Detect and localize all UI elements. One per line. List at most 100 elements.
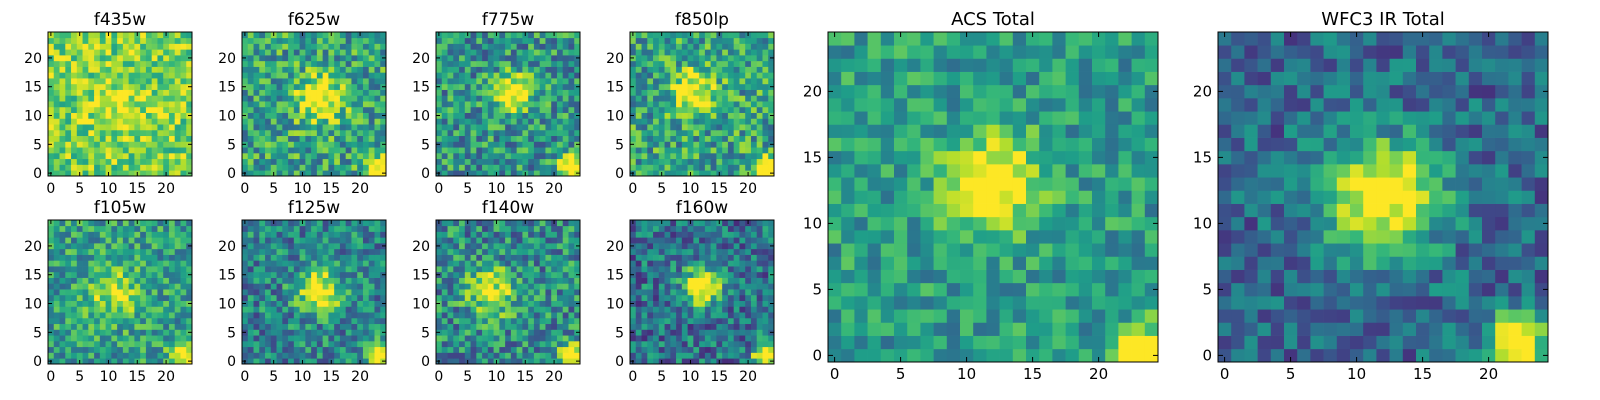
- heatmap-cell: [53, 352, 60, 359]
- heatmap-cell: [670, 60, 677, 67]
- heatmap-cell: [71, 101, 78, 108]
- heatmap-cell: [368, 66, 375, 73]
- heatmap-cell: [505, 260, 512, 267]
- heatmap-cell: [533, 141, 541, 148]
- heatmap-cell: [94, 260, 101, 267]
- heatmap-cell: [533, 220, 541, 227]
- heatmap-cell: [299, 283, 306, 290]
- heatmap-cell: [53, 32, 60, 39]
- heatmap-cell: [641, 49, 648, 56]
- heatmap-cell: [145, 83, 153, 90]
- heatmap-cell: [328, 277, 335, 284]
- heatmap-cell: [470, 300, 477, 307]
- heatmap-cell: [293, 312, 300, 319]
- heatmap-cell: [362, 170, 370, 177]
- heatmap-cell: [762, 300, 769, 307]
- heatmap-cell: [242, 106, 249, 113]
- heatmap-cell: [556, 60, 564, 67]
- heatmap-cell: [128, 283, 135, 290]
- heatmap-cell: [510, 124, 517, 131]
- heatmap-cell: [528, 43, 535, 50]
- heatmap-cell: [59, 260, 66, 267]
- heatmap-cell: [48, 306, 55, 313]
- heatmap-cell: [699, 329, 706, 336]
- heatmap-cell: [505, 289, 512, 296]
- heatmap-cell: [168, 225, 176, 232]
- y-tick-label: 10: [412, 297, 430, 313]
- heatmap-cell: [641, 89, 648, 96]
- heatmap-cell: [368, 112, 375, 119]
- heatmap-cell: [163, 164, 170, 171]
- heatmap-cell: [551, 112, 558, 119]
- heatmap-cell: [630, 124, 637, 131]
- heatmap-cell: [168, 158, 176, 165]
- heatmap-cell: [180, 106, 187, 113]
- heatmap-cell: [453, 283, 460, 290]
- heatmap-cell: [653, 43, 660, 50]
- heatmap-cell: [88, 170, 95, 177]
- heatmap-cell: [630, 340, 637, 348]
- heatmap-cell: [447, 317, 454, 325]
- heatmap-cell: [374, 306, 381, 313]
- heatmap-cell: [88, 66, 95, 73]
- heatmap-cell: [556, 231, 564, 238]
- heatmap-cell: [676, 152, 683, 160]
- heatmap-cell: [65, 294, 72, 301]
- heatmap-cell: [259, 95, 266, 102]
- heatmap-cell: [750, 95, 758, 102]
- heatmap-cell: [368, 147, 375, 154]
- heatmap-cell: [374, 237, 381, 244]
- heatmap-cell: [140, 170, 147, 177]
- heatmap-cell: [756, 78, 763, 85]
- heatmap-cell: [722, 340, 729, 348]
- heatmap-cell: [305, 294, 312, 301]
- heatmap-cell: [670, 294, 677, 301]
- heatmap-cell: [99, 112, 106, 119]
- heatmap-cell: [180, 352, 187, 359]
- heatmap-cell: [339, 220, 347, 227]
- heatmap-cell: [539, 346, 546, 353]
- heatmap-cell: [253, 335, 260, 342]
- heatmap-cell: [635, 147, 642, 154]
- heatmap-cell: [293, 124, 300, 131]
- heatmap-cell: [436, 317, 443, 325]
- heatmap-cell: [357, 237, 364, 244]
- heatmap-cell: [151, 37, 158, 44]
- heatmap-cell: [293, 266, 300, 273]
- heatmap-cell: [174, 147, 181, 154]
- heatmap-cell: [739, 141, 746, 148]
- heatmap-cell: [704, 312, 711, 319]
- heatmap-cell: [293, 89, 300, 96]
- heatmap-cell: [259, 135, 266, 142]
- heatmap-cell: [65, 124, 72, 131]
- heatmap-cell: [259, 83, 266, 90]
- heatmap-cell: [380, 294, 387, 301]
- heatmap-cell: [522, 294, 529, 301]
- heatmap-cell: [722, 135, 729, 142]
- heatmap-cell: [351, 60, 358, 67]
- heatmap-cell: [117, 225, 124, 232]
- heatmap-cell: [681, 101, 688, 108]
- heatmap-cell: [470, 329, 477, 336]
- heatmap-cell: [562, 237, 569, 244]
- heatmap-cell: [151, 323, 158, 330]
- heatmap-cell: [670, 152, 677, 160]
- heatmap-cell: [762, 78, 769, 85]
- heatmap-cell: [253, 89, 260, 96]
- heatmap-cell: [99, 37, 106, 44]
- heatmap-cell: [556, 254, 564, 261]
- heatmap-cell: [117, 289, 124, 296]
- heatmap-cell: [351, 83, 358, 90]
- heatmap-cell: [487, 55, 494, 62]
- heatmap-cell: [750, 317, 758, 325]
- heatmap-cell: [322, 83, 329, 90]
- heatmap-cell: [545, 135, 552, 142]
- heatmap-cell: [293, 72, 300, 79]
- heatmap-cell: [163, 260, 170, 267]
- heatmap-cell: [328, 118, 335, 125]
- heatmap-cell: [117, 329, 124, 336]
- heatmap-cell: [630, 66, 637, 73]
- heatmap-cell: [533, 346, 541, 353]
- heatmap-cell: [276, 237, 283, 244]
- heatmap-cell: [339, 95, 347, 102]
